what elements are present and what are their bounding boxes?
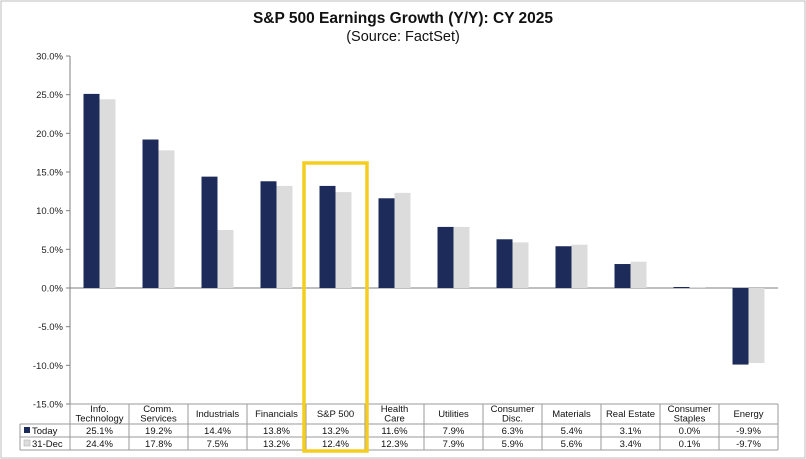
bar-31dec-11 [748, 288, 765, 364]
data-cell: 7.9% [443, 426, 465, 437]
bar-today-1 [142, 139, 159, 288]
data-cell: 17.8% [145, 439, 172, 450]
bar-31dec-3 [276, 185, 293, 288]
data-cell: 7.9% [443, 439, 465, 450]
bar-today-5 [378, 198, 395, 288]
category-label: Care [384, 414, 405, 425]
y-tick-label: 15.0% [36, 168, 63, 179]
data-cell: 5.4% [561, 426, 583, 437]
category-label: Services [140, 414, 177, 425]
bar-31dec-7 [512, 242, 529, 288]
y-tick-label: -15.0% [33, 400, 64, 411]
category-label: Financials [255, 409, 298, 420]
category-label: Health [381, 404, 408, 415]
data-cell: 12.4% [322, 439, 349, 450]
category-label: Real Estate [606, 409, 655, 420]
bar-31dec-1 [158, 150, 175, 288]
data-cell: 19.2% [145, 426, 172, 437]
category-label: Consumer [668, 404, 712, 415]
legend-key-31dec [23, 439, 31, 447]
legend-key-today [24, 427, 30, 433]
category-label: Industrials [196, 409, 240, 420]
bar-today-11 [732, 288, 749, 365]
data-cell: 5.6% [561, 439, 583, 450]
bar-31dec-6 [453, 226, 470, 288]
data-cell: 5.9% [502, 439, 524, 450]
data-cell: -9.9% [736, 426, 761, 437]
bar-today-10 [673, 287, 690, 288]
bar-today-8 [555, 246, 572, 288]
data-cell: 3.4% [620, 439, 642, 450]
y-tick-label: -10.0% [33, 361, 64, 372]
highlight-group [302, 161, 369, 453]
data-cell: 6.3% [502, 426, 524, 437]
category-label: Materials [552, 409, 591, 420]
data-table: Info.Technology Comm.Services Industrials F… [19, 403, 779, 451]
y-tick-label: 10.0% [36, 206, 63, 217]
bar-31dec-8 [571, 244, 588, 288]
data-cell: -9.7% [736, 439, 761, 450]
y-tick-label: 5.0% [41, 245, 63, 256]
bar-31dec-10 [689, 287, 706, 288]
data-cell: 13.8% [263, 426, 290, 437]
category-label: Comm. [143, 404, 174, 415]
bar-today-9 [614, 264, 631, 288]
bar-today-4 [319, 185, 336, 288]
category-label: S&P 500 [317, 409, 354, 420]
bars-group [83, 93, 765, 365]
data-cell: 12.3% [381, 439, 408, 450]
category-label: Energy [733, 409, 763, 420]
legend-label: 31-Dec [32, 439, 63, 450]
data-cell: 24.4% [86, 439, 113, 450]
data-cell: 11.6% [381, 426, 408, 437]
category-label: Info. [90, 404, 109, 415]
bar-today-2 [201, 176, 218, 288]
bar-today-7 [496, 239, 513, 288]
chart-subtitle: (Source: FactSet) [346, 29, 460, 45]
highlight-box [302, 161, 369, 453]
y-tick-label: 20.0% [36, 129, 63, 140]
bar-31dec-2 [217, 230, 234, 288]
category-label: Consumer [491, 404, 535, 415]
data-cell: 14.4% [204, 426, 231, 437]
y-tick-label: -5.0% [38, 322, 63, 333]
y-tick-label: 30.0% [36, 52, 63, 63]
data-cell: 25.1% [86, 426, 113, 437]
data-cell: 0.1% [679, 439, 701, 450]
y-axis: 30.0% 25.0% 20.0% 15.0% 10.0% 5.0% 0.0% -5.0% -1… [33, 52, 778, 411]
chart-title: S&P 500 Earnings Growth (Y/Y): CY 2025 [253, 10, 553, 27]
category-label: Utilities [438, 409, 469, 420]
legend-label: Today [32, 426, 58, 437]
category-label: Disc. [502, 414, 523, 425]
data-cell: 13.2% [263, 439, 290, 450]
category-label: Technology [75, 414, 123, 425]
category-label: Staples [674, 414, 706, 425]
bar-31dec-4 [335, 192, 352, 288]
data-cell: 0.0% [679, 426, 701, 437]
data-cell: 13.2% [322, 426, 349, 437]
bar-31dec-5 [394, 192, 411, 288]
bar-today-3 [260, 181, 277, 288]
bar-today-0 [83, 93, 100, 288]
data-cell: 3.1% [620, 426, 642, 437]
data-cell: 7.5% [207, 439, 229, 450]
bar-31dec-0 [99, 99, 116, 288]
y-tick-label: 25.0% [36, 90, 63, 101]
y-tick-label: 0.0% [41, 284, 63, 295]
bar-31dec-9 [630, 261, 647, 288]
bar-today-6 [437, 226, 454, 288]
